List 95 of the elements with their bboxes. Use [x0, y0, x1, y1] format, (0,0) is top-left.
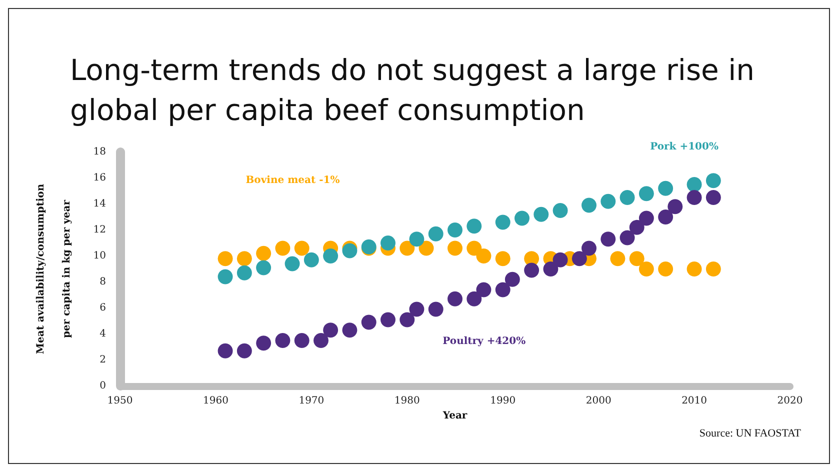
text: Pork +100%: [650, 142, 719, 152]
point: [380, 312, 396, 328]
point: [256, 246, 272, 261]
y-tick-label: 10: [93, 250, 106, 262]
point: [534, 206, 549, 222]
point: [466, 218, 482, 234]
point: [314, 333, 328, 348]
y-tick-label: 0: [100, 380, 106, 392]
point: [495, 251, 510, 266]
point: [706, 173, 721, 188]
point: [256, 336, 272, 351]
x-tick-label: 1980: [394, 396, 420, 406]
point: [284, 256, 300, 272]
point: [495, 282, 510, 298]
point: [400, 240, 415, 256]
point: [658, 210, 674, 224]
point: [218, 269, 233, 284]
point: [476, 282, 492, 298]
y-tick-label: 12: [93, 224, 106, 236]
point: [495, 214, 510, 230]
text: Meat availability/consumption per capita in kg per year: [36, 184, 72, 354]
source-note: Source: UN FAOSTAT: [699, 428, 802, 440]
point: [466, 291, 482, 306]
point: [620, 230, 635, 246]
point: [380, 236, 396, 250]
y-tick-label: 6: [100, 302, 106, 314]
y-tick-label: 14: [93, 198, 106, 210]
point: [294, 333, 310, 348]
point: [400, 312, 415, 328]
point: [448, 222, 462, 238]
point: [552, 203, 568, 218]
y-tick-label: 2: [100, 354, 106, 366]
point: [428, 302, 444, 317]
chart-title: Long-term trends do not suggest a large rise in global per capita beef consumption: [70, 53, 764, 127]
point: [582, 240, 596, 256]
point: [342, 322, 358, 338]
point: [275, 240, 290, 256]
x-tick-label: 1960: [202, 396, 228, 406]
y-tick-label: 18: [93, 146, 106, 158]
point: [409, 302, 424, 317]
point: [706, 190, 721, 205]
point: [428, 226, 444, 242]
point: [638, 186, 654, 202]
series-label: Poultry +420%: [442, 336, 526, 347]
x-tick-label: 2000: [586, 396, 612, 406]
point: [466, 240, 482, 256]
point: [218, 251, 233, 266]
y-tick-label: 8: [100, 276, 106, 288]
point: [582, 198, 596, 213]
x-tick-label: 1950: [107, 396, 133, 406]
point: [610, 251, 626, 266]
point: [323, 322, 338, 338]
point: [629, 220, 644, 235]
point: [236, 343, 252, 358]
point: [658, 262, 674, 276]
x-tick-label: 2020: [777, 396, 803, 406]
point: [409, 232, 424, 247]
point: [504, 272, 520, 287]
point: [706, 262, 721, 276]
point: [323, 248, 338, 264]
point: [275, 333, 290, 348]
x-tick-label: 1990: [490, 396, 516, 406]
point: [629, 251, 644, 266]
point: [600, 232, 616, 247]
point: [256, 260, 272, 276]
point: [620, 190, 635, 205]
point: [236, 265, 252, 280]
x-tick-label: 1970: [298, 396, 324, 406]
point: [638, 210, 654, 226]
point: [236, 251, 252, 266]
point: [658, 180, 674, 196]
y-tick-label: 16: [93, 172, 106, 184]
point: [572, 251, 587, 266]
y-tick-label: 4: [100, 328, 106, 340]
point: [600, 194, 616, 209]
point: [514, 210, 530, 226]
point: [668, 199, 683, 214]
point: [448, 240, 462, 256]
point: [218, 343, 233, 358]
point: [686, 190, 702, 205]
point: [543, 262, 558, 276]
point: [304, 252, 319, 268]
text: Bovine meat -1%: [246, 175, 340, 186]
point: [361, 314, 376, 330]
x-axis-title: Year: [442, 410, 468, 422]
point: [686, 177, 702, 192]
point: [476, 248, 492, 264]
point: [418, 240, 434, 256]
point: [524, 262, 540, 278]
point: [638, 262, 654, 276]
point: [552, 252, 568, 268]
point: [686, 262, 702, 276]
point: [448, 291, 462, 306]
x-tick-label: 2010: [682, 396, 708, 406]
point: [294, 240, 310, 256]
